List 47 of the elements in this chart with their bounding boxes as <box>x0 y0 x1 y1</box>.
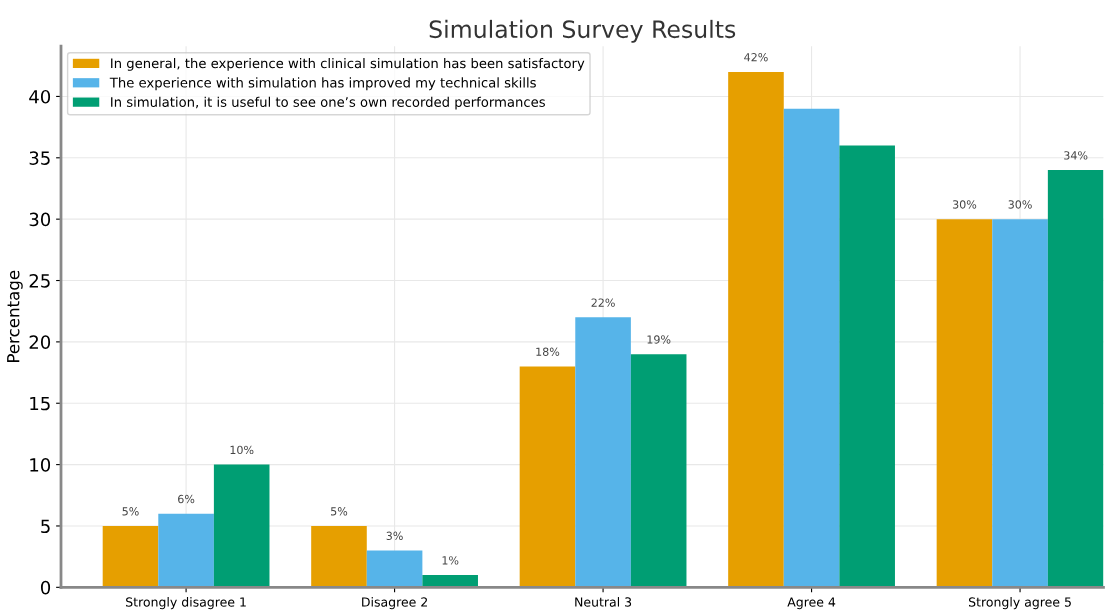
legend-label: The experience with simulation has improved my technical skills <box>109 77 536 91</box>
y-axis-title: Percentage <box>7 270 23 362</box>
x-tick-label: Neutral 3 <box>575 597 632 607</box>
bar <box>728 71 784 588</box>
y-tick-label: 30 <box>29 212 51 227</box>
data-label: 19% <box>647 335 671 344</box>
bar <box>311 525 367 588</box>
x-tick-label: Disagree 2 <box>362 597 428 610</box>
x-tick-label: Strongly disagree 1 <box>126 597 246 610</box>
legend-label: In general, the experience with clinical simulation has been satisfactory <box>111 58 585 71</box>
bar <box>839 145 895 588</box>
y-tick-label: 5 <box>41 519 50 534</box>
data-label: 34% <box>1064 151 1088 160</box>
data-label: 22% <box>591 298 615 307</box>
bar <box>992 219 1048 588</box>
data-label: 3% <box>386 531 403 541</box>
y-tick-label: 0 <box>40 580 51 595</box>
y-tick-label: 40 <box>29 89 51 104</box>
bar <box>519 366 576 588</box>
bar <box>213 464 270 588</box>
data-label: 5% <box>122 507 139 516</box>
data-label: 18% <box>536 347 560 356</box>
bar <box>158 513 214 588</box>
data-label: 5% <box>331 507 348 516</box>
data-label: 30% <box>1008 200 1032 209</box>
bar <box>936 219 993 588</box>
x-tick-label: Agree 4 <box>787 597 836 610</box>
bar <box>630 354 687 588</box>
y-tick-label: 15 <box>30 396 50 411</box>
data-label: 30% <box>952 200 977 209</box>
data-label: 42% <box>744 53 768 62</box>
bar <box>102 525 159 588</box>
data-label: 6% <box>178 494 195 504</box>
data-label: 1% <box>442 556 459 565</box>
chart-title: Simulation Survey Results <box>429 19 736 43</box>
legend-label: In simulation, it is useful to see one’s own recorded performances <box>111 96 545 110</box>
bar <box>366 550 423 588</box>
bar <box>783 108 840 588</box>
y-tick-label: 20 <box>29 335 51 349</box>
bar <box>575 317 631 588</box>
data-label: 10% <box>230 445 254 455</box>
bar <box>1047 170 1104 588</box>
x-tick-label: Strongly agree 5 <box>968 597 1071 610</box>
y-tick-label: 10 <box>30 458 51 472</box>
bar <box>422 575 478 588</box>
y-tick-label: 25 <box>29 273 50 288</box>
y-tick-label: 35 <box>29 151 50 165</box>
